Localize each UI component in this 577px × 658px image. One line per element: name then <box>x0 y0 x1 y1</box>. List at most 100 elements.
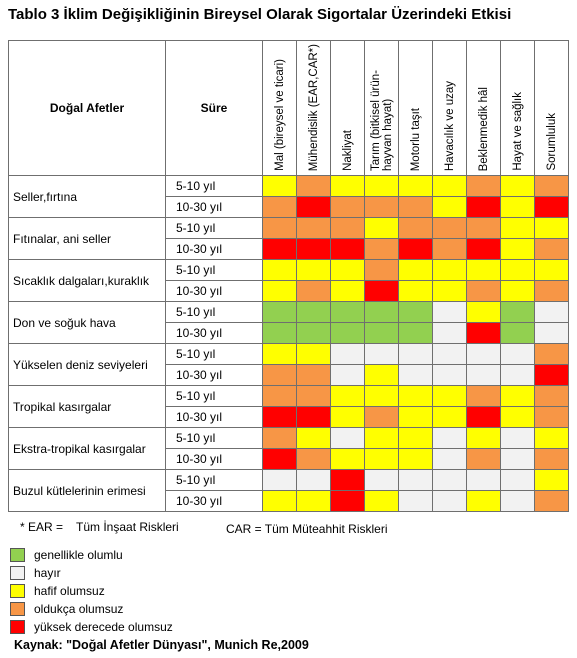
duration-label: 5-10 yıl <box>165 385 263 407</box>
impact-cell <box>262 343 297 365</box>
impact-cell <box>296 217 331 239</box>
impact-cell <box>364 217 399 239</box>
impact-cell <box>330 427 365 449</box>
impact-cell <box>330 322 365 344</box>
table-row: 10-30 yıl <box>9 238 569 260</box>
impact-cell <box>534 469 569 491</box>
duration-label: 10-30 yıl <box>165 406 263 428</box>
impact-cell <box>330 175 365 197</box>
impact-cell <box>432 322 467 344</box>
table-row: Tropikal kasırgalar 5-10 yıl <box>8 385 569 428</box>
impact-cell <box>534 259 569 281</box>
impact-cell <box>500 196 535 218</box>
impact-cell <box>466 385 501 407</box>
impact-cell <box>262 301 297 323</box>
impact-cell <box>296 343 331 365</box>
impact-cell <box>500 406 535 428</box>
impact-cell <box>296 238 331 260</box>
column-header: Mühendislik (EAR,CAR*) <box>296 40 331 176</box>
impact-cell <box>500 364 535 386</box>
impact-cell <box>296 448 331 470</box>
impact-cell <box>296 385 331 407</box>
impact-cell <box>534 385 569 407</box>
impact-cell <box>398 280 433 302</box>
impact-cell <box>330 490 365 512</box>
hazard-label: Yükselen deniz seviyeleri <box>8 343 166 386</box>
impact-cell <box>364 175 399 197</box>
impact-cell <box>500 259 535 281</box>
impact-cell <box>262 469 297 491</box>
impact-cell <box>432 175 467 197</box>
impact-cell <box>364 490 399 512</box>
impact-cell <box>262 427 297 449</box>
impact-cell <box>398 217 433 239</box>
impact-cell <box>262 217 297 239</box>
impact-cell <box>398 259 433 281</box>
impact-cell <box>466 217 501 239</box>
impact-cell <box>262 280 297 302</box>
impact-cell <box>432 469 467 491</box>
impact-cell <box>296 301 331 323</box>
legend-swatch <box>10 602 25 616</box>
column-header: Tarım (bitkisel ürün-hayvan hayat) <box>364 40 399 176</box>
impact-cell <box>364 427 399 449</box>
impact-cell <box>398 385 433 407</box>
impact-cell <box>534 175 569 197</box>
column-header: Sorumluluk <box>534 40 569 176</box>
impact-cell <box>262 490 297 512</box>
impact-cell <box>432 490 467 512</box>
duration-label: 5-10 yıl <box>165 343 263 365</box>
impact-cell <box>432 406 467 428</box>
impact-cell <box>398 238 433 260</box>
impact-cell <box>432 385 467 407</box>
impact-cell <box>330 301 365 323</box>
impact-cell <box>296 364 331 386</box>
column-header: Nakliyat <box>330 40 365 176</box>
impact-cell <box>534 448 569 470</box>
impact-cell <box>432 427 467 449</box>
legend-label: oldukça olumsuz <box>34 602 124 616</box>
impact-cell <box>330 280 365 302</box>
impact-cell <box>500 238 535 260</box>
impact-cell <box>398 343 433 365</box>
impact-cell <box>466 469 501 491</box>
hazard-column-header: Doğal Afetler <box>8 40 166 176</box>
impact-cell <box>534 406 569 428</box>
duration-label: 5-10 yıl <box>165 217 263 239</box>
duration-label: 10-30 yıl <box>165 364 263 386</box>
table-row: 10-30 yıl <box>9 196 569 218</box>
impact-cell <box>398 175 433 197</box>
impact-cell <box>466 448 501 470</box>
impact-cell <box>364 301 399 323</box>
column-header: Mal (bireysel ve ticari) <box>262 40 297 176</box>
table-row: Don ve soğuk hava 5-10 yıl <box>8 301 569 344</box>
impact-cell <box>398 469 433 491</box>
impact-cell <box>296 427 331 449</box>
impact-cell <box>364 406 399 428</box>
duration-label: 10-30 yıl <box>165 196 263 218</box>
impact-cell <box>534 322 569 344</box>
hazard-label: Fıtınalar, ani seller <box>8 217 166 260</box>
duration-label: 5-10 yıl <box>165 427 263 449</box>
impact-cell <box>330 196 365 218</box>
impact-cell <box>296 196 331 218</box>
impact-cell <box>296 280 331 302</box>
hazard-label: Don ve soğuk hava <box>8 301 166 344</box>
impact-cell <box>364 469 399 491</box>
impact-cell <box>534 217 569 239</box>
impact-cell <box>466 238 501 260</box>
hazard-label: Seller,fırtına <box>8 175 166 218</box>
column-header: Motorlu taşıt <box>398 40 433 176</box>
impact-cell <box>330 385 365 407</box>
impact-cell <box>364 322 399 344</box>
impact-cell <box>466 280 501 302</box>
column-header: Beklenmedik hâl <box>466 40 501 176</box>
impact-cell <box>398 196 433 218</box>
duration-column-header: Süre <box>165 40 263 176</box>
impact-cell <box>398 448 433 470</box>
impact-cell <box>534 301 569 323</box>
ear-note-key: * EAR = <box>20 520 64 534</box>
ear-note-value: Tüm İnşaat Riskleri <box>76 520 179 534</box>
impact-cell <box>466 406 501 428</box>
column-header: Hayat ve sağlık <box>500 40 535 176</box>
